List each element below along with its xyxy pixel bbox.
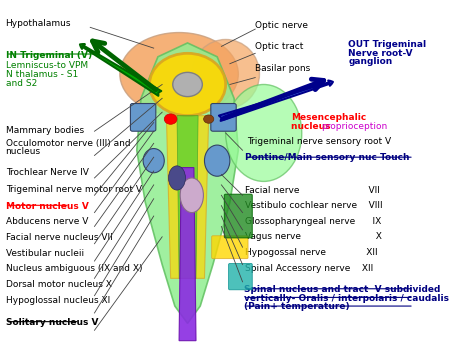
Text: Hypogossal nerve              XII: Hypogossal nerve XII <box>245 248 377 257</box>
Text: Spinal Accessory nerve    XII: Spinal Accessory nerve XII <box>245 264 373 273</box>
Text: Dorsal motor nucleus X: Dorsal motor nucleus X <box>6 280 111 289</box>
Text: Vagus nerve                          X: Vagus nerve X <box>245 232 382 241</box>
Text: proprioception: proprioception <box>321 121 387 131</box>
Polygon shape <box>166 116 209 279</box>
Text: OUT Trigeminal: OUT Trigeminal <box>348 40 427 49</box>
Text: Nerve root-V: Nerve root-V <box>348 49 413 58</box>
FancyBboxPatch shape <box>212 236 248 259</box>
Text: Trigeminal nerve sensory root V: Trigeminal nerve sensory root V <box>247 137 391 146</box>
Text: ganglion: ganglion <box>348 58 392 66</box>
Text: nucleus: nucleus <box>291 121 334 131</box>
Text: Hypothalamus: Hypothalamus <box>6 20 71 28</box>
Text: Glossopharyngeal nerve      IX: Glossopharyngeal nerve IX <box>245 217 381 226</box>
Text: Solitary nucleus V: Solitary nucleus V <box>6 318 98 327</box>
Text: Optic tract: Optic tract <box>255 42 304 51</box>
Text: Vestibular nucleii: Vestibular nucleii <box>6 249 84 258</box>
Polygon shape <box>177 116 198 279</box>
Text: N thalamus - S1: N thalamus - S1 <box>6 70 78 79</box>
Ellipse shape <box>149 53 226 116</box>
Ellipse shape <box>173 72 202 97</box>
Text: and S2: and S2 <box>6 79 37 88</box>
Text: Motor nucleus V: Motor nucleus V <box>6 202 89 211</box>
Text: (Pain+ temperature): (Pain+ temperature) <box>244 302 349 311</box>
Polygon shape <box>179 168 196 341</box>
Ellipse shape <box>226 84 302 181</box>
Ellipse shape <box>120 32 238 116</box>
Ellipse shape <box>180 178 203 213</box>
FancyBboxPatch shape <box>211 104 236 131</box>
Text: vertically- Oralis / interpolaris / caudalis: vertically- Oralis / interpolaris / caud… <box>244 294 449 303</box>
Ellipse shape <box>204 145 230 176</box>
Text: IN Trigeminal (V): IN Trigeminal (V) <box>6 51 92 60</box>
Text: Basilar pons: Basilar pons <box>255 65 310 73</box>
FancyBboxPatch shape <box>224 194 252 238</box>
Polygon shape <box>137 43 238 324</box>
FancyBboxPatch shape <box>228 263 252 290</box>
Text: Nucleus ambiguous (IX and X): Nucleus ambiguous (IX and X) <box>6 264 142 273</box>
Text: Trochlear Nerve IV: Trochlear Nerve IV <box>6 168 89 177</box>
Ellipse shape <box>192 39 259 109</box>
Text: Trigeminal nerve motor root V: Trigeminal nerve motor root V <box>6 185 142 194</box>
Text: Mesencephalic: Mesencephalic <box>291 113 366 122</box>
Text: Facial nerve nucleus VII: Facial nerve nucleus VII <box>6 233 112 242</box>
Text: Optic nerve: Optic nerve <box>255 21 308 30</box>
Text: Mammary bodies: Mammary bodies <box>6 126 84 135</box>
Text: Vestibulo cochlear nerve    VIII: Vestibulo cochlear nerve VIII <box>245 201 383 210</box>
Text: Occulomotor nerve (III) and: Occulomotor nerve (III) and <box>6 139 130 148</box>
Circle shape <box>204 115 214 123</box>
Text: Hypoglossal nucleus XI: Hypoglossal nucleus XI <box>6 296 110 305</box>
Text: Spinal nucleus and tract  V subdivided: Spinal nucleus and tract V subdivided <box>244 285 440 294</box>
FancyBboxPatch shape <box>130 104 156 131</box>
Text: nucleus: nucleus <box>6 148 41 156</box>
Text: Abducens nerve V: Abducens nerve V <box>6 217 88 226</box>
Text: Lemniscus-to VPM: Lemniscus-to VPM <box>6 61 88 70</box>
Ellipse shape <box>143 149 164 173</box>
Circle shape <box>164 114 177 124</box>
Text: Facial nerve                        VII: Facial nerve VII <box>245 186 380 195</box>
Ellipse shape <box>168 166 185 190</box>
Text: Pontine/Main sensory nuc Touch: Pontine/Main sensory nuc Touch <box>245 153 409 162</box>
